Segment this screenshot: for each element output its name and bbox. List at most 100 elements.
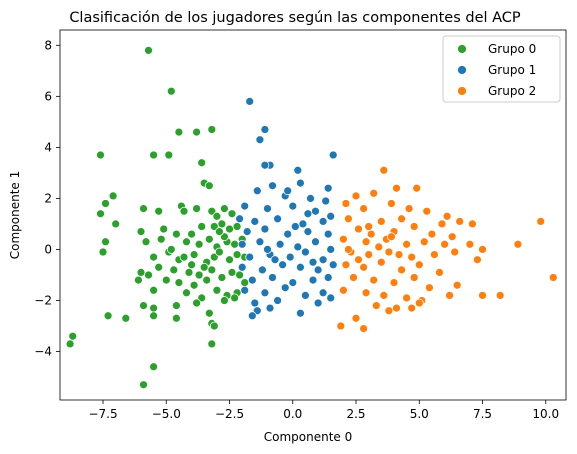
scatter-point — [409, 273, 419, 282]
scatter-point — [323, 229, 333, 239]
scatter-point — [313, 298, 323, 308]
scatter-point — [341, 260, 351, 270]
y-tick-label: 6 — [44, 89, 52, 103]
scatter-point — [204, 234, 214, 244]
scatter-point — [361, 237, 371, 247]
scatter-point — [293, 165, 303, 175]
scatter-point — [247, 311, 257, 321]
scatter-point — [166, 86, 176, 96]
scatter-point — [278, 260, 287, 270]
scatter-point — [364, 250, 374, 259]
scatter-point — [376, 257, 386, 267]
scatter-point — [371, 301, 381, 310]
scatter-point — [260, 288, 270, 298]
scatter-point — [156, 234, 166, 244]
legend-label: Grupo 1 — [488, 63, 536, 77]
plot-frame — [59, 29, 567, 401]
scatter-point — [328, 260, 338, 270]
series-2 — [336, 165, 558, 333]
scatter-point — [313, 265, 323, 275]
scatter-point — [328, 150, 338, 160]
x-tick-label: −7.5 — [88, 407, 117, 421]
scatter-point — [207, 265, 217, 275]
scatter-point — [404, 204, 414, 213]
scatter-point — [379, 165, 389, 175]
scatter-point — [422, 206, 432, 216]
legend-label: Grupo 0 — [488, 42, 536, 56]
scatter-point — [260, 125, 270, 134]
scatter-point — [394, 250, 404, 259]
scatter-point — [227, 209, 237, 219]
scatter-point — [192, 127, 201, 137]
scatter-point — [412, 183, 422, 193]
scatter-point — [296, 178, 305, 188]
legend-label: Grupo 2 — [488, 84, 536, 98]
scatter-point — [98, 247, 108, 257]
scatter-point — [96, 209, 105, 219]
scatter-point — [301, 247, 310, 257]
scatter-point — [179, 206, 189, 216]
scatter-point — [182, 288, 191, 298]
scatter-point — [478, 245, 487, 254]
scatter-point — [495, 291, 505, 300]
scatter-point — [139, 380, 148, 390]
scatter-point — [252, 186, 262, 196]
scatter-point — [339, 234, 348, 244]
scatter-point — [260, 160, 270, 170]
scatter-point — [455, 217, 465, 226]
y-tick-label: −2 — [34, 293, 52, 307]
scatter-point — [318, 288, 328, 298]
scatter-point — [154, 262, 164, 272]
scatter-point — [179, 252, 189, 262]
scatter-point — [397, 214, 406, 224]
scatter-point — [204, 181, 214, 191]
scatter-point — [285, 252, 295, 262]
scatter-point — [351, 191, 361, 201]
scatter-point — [217, 273, 227, 282]
scatter-point — [387, 199, 396, 208]
scatter-point — [265, 303, 275, 313]
scatter-point — [323, 273, 333, 282]
scatter-point — [447, 232, 457, 242]
scatter-point — [182, 237, 191, 247]
scatter-point — [308, 257, 318, 267]
scatter-point — [139, 301, 148, 310]
scatter-point — [336, 321, 346, 331]
scatter-point — [111, 219, 121, 229]
scatter-point — [323, 183, 333, 193]
y-axis-label: Componente 1 — [8, 171, 22, 260]
scatter-point — [430, 250, 439, 259]
scatter-point — [250, 217, 260, 226]
scatter-point — [450, 247, 460, 257]
scatter-point — [161, 275, 171, 285]
scatter-point — [364, 222, 374, 231]
scatter-point — [379, 291, 389, 300]
scatter-point — [414, 298, 424, 308]
scatter-point — [298, 219, 308, 229]
scatter-point — [172, 301, 181, 310]
scatter-point — [437, 219, 447, 229]
scatter-point — [207, 339, 217, 349]
scatter-point — [288, 278, 298, 287]
scatter-point — [194, 239, 204, 249]
scatter-point — [189, 280, 199, 290]
scatter-point — [308, 275, 318, 285]
scatter-point — [225, 224, 234, 234]
scatter-point — [384, 306, 394, 316]
scatter-point — [326, 293, 336, 303]
scatter-point — [250, 298, 260, 308]
scatter-point — [536, 217, 546, 226]
scatter-point — [275, 239, 285, 249]
x-tick-label: 2.5 — [346, 407, 365, 421]
scatter-point — [366, 229, 376, 239]
y-tick-label: 8 — [44, 38, 52, 52]
scatter-point — [149, 303, 158, 313]
scatter-point — [192, 298, 201, 308]
scatter-point — [209, 252, 219, 262]
scatter-point — [407, 303, 417, 313]
scatter-point — [384, 247, 394, 257]
scatter-point — [121, 313, 131, 323]
scatter-point — [407, 252, 417, 262]
scatter-point — [209, 321, 219, 331]
scatter-point — [303, 209, 313, 219]
